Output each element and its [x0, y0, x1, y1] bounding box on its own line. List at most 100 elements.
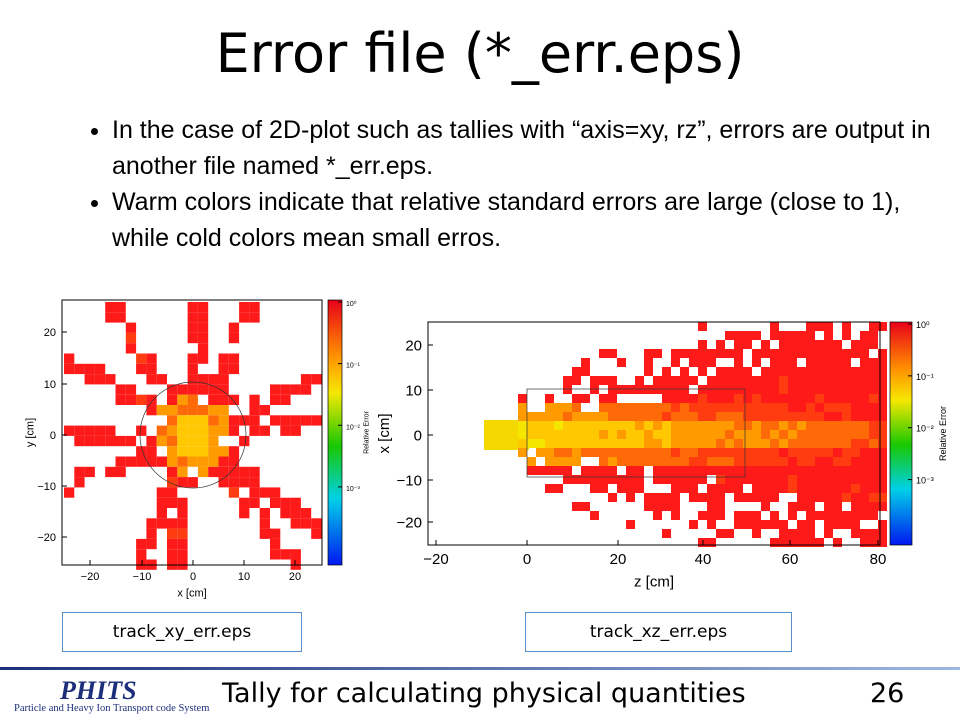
heatmap-cell	[869, 529, 878, 538]
heatmap-cell	[716, 349, 725, 358]
heatmap-cell	[662, 394, 671, 403]
heatmap-cell	[671, 493, 680, 502]
heatmap-cell	[671, 358, 680, 367]
heatmap-cell	[860, 448, 869, 457]
heatmap-cell	[105, 302, 116, 313]
heatmap-cell	[788, 484, 797, 493]
heatmap-cell	[680, 376, 689, 385]
heatmap-cell	[662, 430, 671, 439]
heatmap-cell	[851, 520, 860, 529]
heatmap-cell	[626, 421, 635, 430]
logo: PHITS	[60, 676, 137, 705]
heatmap-cell	[167, 477, 178, 488]
heatmap-cell	[177, 394, 188, 405]
heatmap-cell	[563, 439, 572, 448]
heatmap-cell	[815, 367, 824, 376]
heatmap-cell	[493, 420, 502, 428]
heatmap-cell	[167, 538, 178, 550]
heatmap-cell	[716, 394, 725, 403]
colorbar-label: Relative Error	[364, 410, 371, 453]
heatmap-cell	[869, 367, 878, 376]
heatmap-cell	[806, 331, 815, 340]
heatmap-cell	[707, 511, 716, 520]
heatmap-cell	[635, 475, 644, 484]
heatmap-cell	[752, 493, 761, 502]
heatmap-cell	[653, 439, 662, 448]
heatmap-cell	[833, 358, 842, 367]
heatmap-cell	[824, 322, 833, 331]
heatmap-cell	[788, 475, 797, 484]
heatmap-cell	[653, 502, 662, 511]
heatmap-cell	[653, 385, 662, 394]
heatmap-cell	[197, 353, 209, 364]
heatmap-cell	[146, 518, 157, 529]
heatmap-cell	[779, 367, 788, 376]
heatmap-cell	[635, 484, 644, 493]
heatmap-cell	[644, 493, 653, 502]
heatmap-cell	[860, 412, 869, 421]
heatmap-cell	[644, 412, 653, 421]
heatmap-cell	[707, 430, 716, 439]
heatmap-cell	[797, 331, 806, 340]
heatmap-cell	[167, 446, 178, 457]
heatmap-cell	[851, 412, 860, 421]
heatmap-cell	[572, 502, 581, 511]
heatmap-cell	[527, 421, 536, 430]
heatmap-cell	[563, 457, 572, 466]
heatmap-cell	[869, 538, 878, 547]
heatmap-cell	[84, 435, 95, 447]
heatmap-cell	[860, 484, 869, 493]
heatmap-cell	[869, 385, 878, 394]
heatmap-cell	[752, 331, 761, 340]
x-axis-label: z [cm]	[634, 574, 674, 591]
heatmap-cell	[806, 484, 815, 493]
heatmap-cell	[761, 484, 770, 493]
heatmap-cell	[228, 456, 240, 467]
heatmap-cell	[779, 385, 788, 394]
heatmap-cell	[851, 448, 860, 457]
heatmap-cell	[779, 439, 788, 448]
heatmap-cell	[644, 367, 653, 376]
heatmap-cell	[698, 493, 707, 502]
heatmap-cell	[156, 518, 167, 529]
heatmap-cell	[536, 448, 545, 457]
heatmap-cell	[554, 439, 563, 448]
heatmap-cell	[146, 363, 157, 375]
x-tick-label: 20	[289, 571, 301, 583]
heatmap-cell	[187, 394, 198, 405]
heatmap-cell	[280, 549, 291, 560]
heatmap-cell	[156, 508, 167, 519]
heatmap-cell	[156, 405, 167, 416]
x-tick-label: 0	[190, 571, 196, 583]
heatmap-cell	[608, 439, 617, 448]
heatmap-cell	[869, 421, 878, 430]
heatmap-cell	[671, 403, 680, 412]
heatmap-cell	[536, 421, 545, 430]
heatmap-cell	[545, 412, 554, 421]
figure-caption: track_xz_err.eps	[525, 612, 792, 652]
heatmap-cell	[815, 538, 824, 547]
heatmap-cell	[518, 439, 527, 448]
heatmap-cell	[806, 493, 815, 502]
heatmap-cell	[653, 421, 662, 430]
heatmap-cell	[125, 435, 137, 447]
heatmap-cell	[167, 518, 178, 529]
heatmap-cell	[806, 358, 815, 367]
x-axis-label: x [cm]	[177, 588, 206, 600]
heatmap-cell	[788, 430, 797, 439]
y-tick-label: −20	[37, 532, 56, 544]
heatmap-cell	[270, 538, 281, 550]
heatmap-cell	[599, 439, 608, 448]
heatmap-cell	[788, 403, 797, 412]
heatmap-cell	[833, 394, 842, 403]
heatmap-cell	[554, 448, 563, 457]
heatmap-cell	[761, 439, 770, 448]
heatmap-cell	[716, 493, 725, 502]
heatmap-cell	[806, 367, 815, 376]
heatmap-cell	[177, 528, 188, 539]
heatmap-cell	[74, 435, 85, 447]
heatmap-cell	[797, 538, 806, 547]
y-tick-label: 0	[414, 427, 422, 444]
heatmap-cell	[545, 484, 554, 493]
heatmap-cell	[105, 425, 116, 436]
